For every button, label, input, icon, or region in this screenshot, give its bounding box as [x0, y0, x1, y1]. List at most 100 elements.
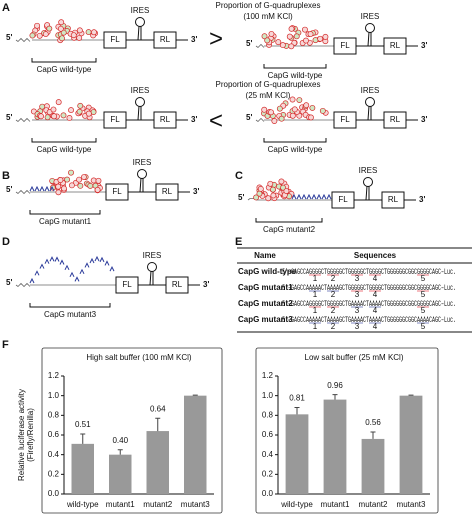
tract-number: 4	[373, 274, 378, 283]
table-header: Sequences	[354, 251, 397, 260]
g-quadruplex	[286, 33, 293, 40]
unstructured-a	[54, 256, 60, 262]
bar	[323, 399, 347, 494]
bar	[71, 443, 94, 494]
g-quadruplex	[264, 37, 271, 44]
g-quadruplex	[303, 37, 309, 44]
construct-name: CapG wild-type	[268, 71, 323, 80]
g-quadruplex	[55, 189, 62, 196]
ires-loop	[365, 23, 375, 33]
g-quadruplex	[309, 104, 316, 111]
tract-number: 1	[313, 274, 318, 283]
rna-line	[15, 37, 31, 43]
g-quadruplex	[90, 177, 97, 184]
g-quadruplex	[91, 29, 97, 36]
tract-number: 2	[331, 306, 336, 315]
sequence-segment: GCTG	[339, 300, 351, 309]
bar	[146, 431, 169, 494]
sequence-segment: CT	[363, 284, 369, 293]
g-quadruplex	[77, 102, 84, 109]
unstructured-a	[306, 193, 312, 200]
construct-name: CapG wild-type	[37, 65, 92, 74]
fl-label: FL	[110, 35, 120, 44]
y-axis-label: (Firefly/Renilla)	[26, 408, 35, 462]
sequence-segment: GGGG	[369, 284, 381, 293]
rl-label: RL	[388, 195, 399, 204]
bracket	[263, 64, 327, 69]
g-quadruplex	[317, 35, 324, 42]
sequence-segment: AAAA	[309, 284, 321, 293]
error-bar	[155, 417, 161, 432]
bracket	[263, 138, 327, 143]
sequence-segment: AAAA	[417, 316, 429, 325]
unstructured-a	[316, 193, 322, 200]
row-name: CapG wild-type	[238, 267, 297, 276]
panel-label: F	[2, 339, 9, 351]
tract-number: 3	[355, 290, 360, 299]
g-quadruplex	[76, 27, 83, 34]
y-axis-label: Relative luciferase activity	[17, 389, 26, 481]
g-quadruplex	[270, 192, 277, 199]
panel-label: E	[235, 236, 242, 248]
sequence-segment: CT	[363, 268, 369, 277]
x-tick-label: mutant1	[321, 500, 350, 509]
g-quadruplex	[307, 31, 314, 38]
sequence-segment: CAGC–Luc.	[429, 268, 456, 277]
chart-title: Low salt buffer (25 mM KCl)	[305, 353, 404, 362]
rl-label: RL	[390, 115, 401, 124]
sequence-segment: AAAA	[369, 300, 381, 309]
unstructured-a	[49, 185, 55, 192]
g-quadruplex	[57, 25, 64, 32]
fl-label: FL	[338, 195, 348, 204]
y-tick-label: 0.4	[262, 450, 274, 459]
caption: (25 mM KCl)	[246, 91, 291, 100]
construct-name: CapG wild-type	[268, 145, 323, 154]
sequence-segment: CTGGGGGGCGGC	[381, 268, 417, 277]
sequence-segment: 5'–GAGCCA	[282, 284, 309, 293]
fl-label: FL	[122, 280, 132, 289]
three-prime: 3'	[421, 115, 427, 124]
sequence-segment: GGGG	[351, 268, 363, 277]
ires-stem	[139, 177, 144, 193]
tract-number: 3	[355, 274, 360, 283]
unstructured-a	[34, 270, 40, 276]
five-prime: 5'	[246, 113, 252, 122]
three-prime: 3'	[203, 280, 209, 289]
sequence-segment: GGGG	[327, 300, 339, 309]
caption: (100 mM KCl)	[243, 12, 293, 21]
sequence-segment: CT	[321, 284, 327, 293]
three-prime: 3'	[421, 41, 427, 50]
g-quadruplex	[303, 102, 310, 109]
sequence-segment: CAGC–Luc.	[429, 300, 456, 309]
g-quadruplex	[94, 186, 101, 193]
bracket	[31, 138, 97, 143]
error-bar	[117, 449, 123, 455]
tract-number: 2	[331, 274, 336, 283]
error-bar	[80, 433, 86, 444]
caption: Proportion of G-quadruplexes	[216, 1, 321, 10]
bar	[109, 454, 132, 494]
y-tick-label: 0.4	[48, 450, 60, 459]
bracket	[255, 218, 323, 223]
g-quadruplex	[76, 34, 83, 41]
five-prime: 5'	[246, 39, 252, 48]
comparison: <	[209, 107, 223, 134]
unstructured-a	[301, 193, 307, 200]
unstructured-a	[296, 193, 302, 200]
ires-loop	[363, 177, 373, 187]
g-quadruplex	[55, 183, 62, 190]
three-prime: 3'	[419, 195, 425, 204]
g-quadruplex	[261, 106, 268, 113]
g-quadruplex	[36, 32, 43, 39]
g-quadruplex	[267, 180, 274, 187]
ires-label: IRES	[133, 158, 152, 167]
sequence-segment: CT	[363, 316, 369, 325]
rl-label: RL	[172, 280, 183, 289]
error-bar	[294, 406, 300, 415]
g-quadruplex	[51, 113, 58, 120]
tract-number: 1	[313, 290, 318, 299]
panel-label: A	[2, 2, 10, 14]
sequence-segment: GCTG	[339, 284, 351, 293]
y-tick-label: 1.2	[262, 371, 274, 380]
value-label: 0.51	[75, 420, 91, 429]
